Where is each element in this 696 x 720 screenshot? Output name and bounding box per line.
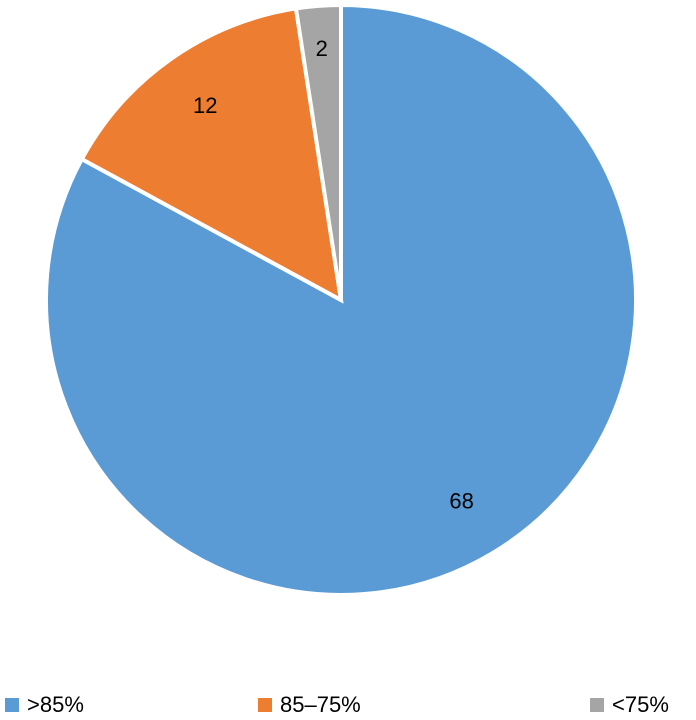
legend-label: <75% (612, 692, 669, 717)
pie-slice (293, 2, 343, 301)
data-label: 68 (449, 489, 473, 514)
pie-slice (79, 6, 344, 304)
legend-swatch (258, 698, 272, 712)
data-label: 12 (193, 93, 217, 118)
data-label: 2 (316, 36, 328, 61)
legend-swatch (5, 698, 19, 712)
legend-label: 85–75% (280, 692, 361, 717)
legend-swatch (590, 698, 604, 712)
legend-label: >85% (27, 692, 84, 717)
